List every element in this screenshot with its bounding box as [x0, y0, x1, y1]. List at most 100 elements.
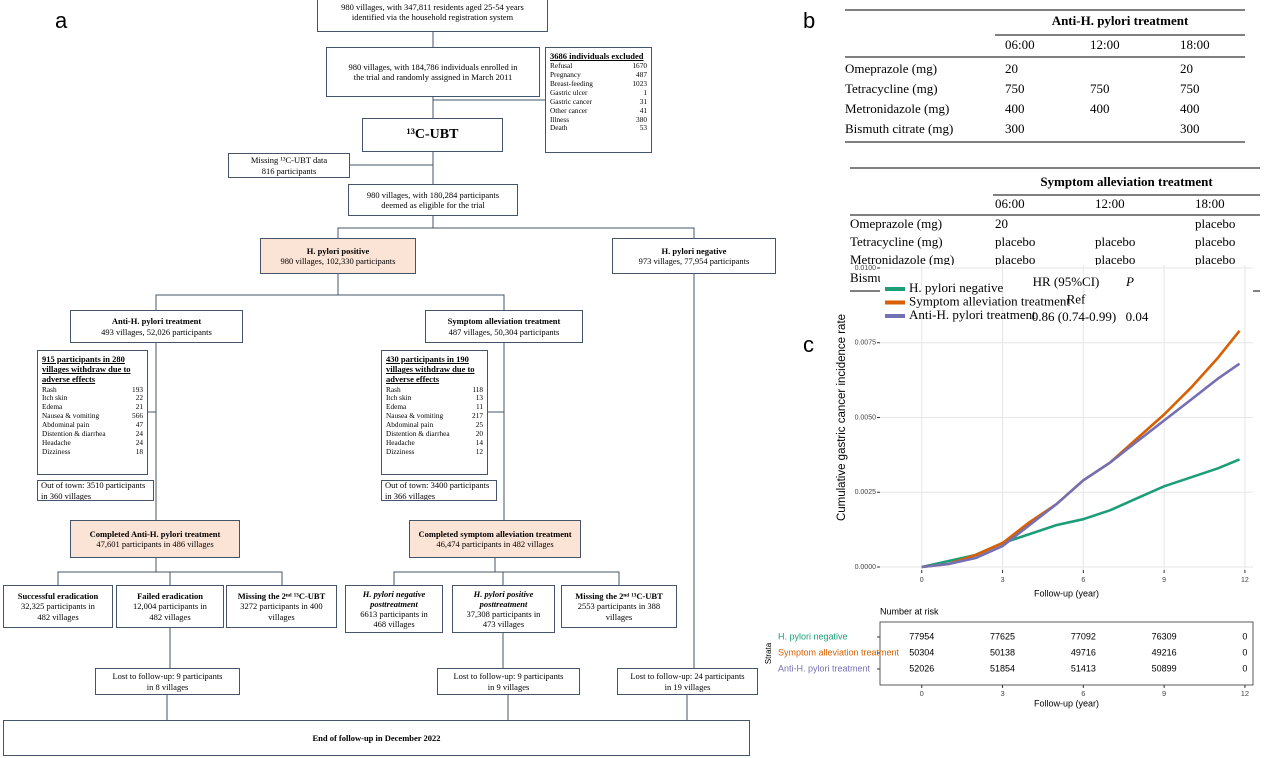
- table-header: Anti-H. pylori treatment: [1052, 13, 1189, 28]
- y-tick-label: 0.0000: [855, 564, 877, 571]
- table-cell: 750: [1005, 81, 1025, 96]
- annotation: P: [1125, 274, 1134, 289]
- flow-box: Completed Anti-H. pylori treatment 47,601…: [70, 520, 240, 558]
- flow-box: Successful eradication 32,325 participant…: [3, 585, 113, 628]
- flow-box: H. pylori negative 973 villages, 77,954 p…: [612, 238, 776, 274]
- list-row: Dizziness 12: [386, 447, 483, 457]
- table-cell: placebo: [1095, 234, 1135, 249]
- table-cell: 750: [1090, 81, 1110, 96]
- row-label: Tetracycline (mg): [850, 234, 943, 249]
- list-row: Abdominal pain 47: [42, 420, 143, 430]
- risk-title: Number at risk: [880, 606, 939, 616]
- legend-label: Anti-H. pylori treatment: [909, 307, 1036, 322]
- flow-box: Anti-H. pylori treatment 493 villages, 52…: [70, 310, 243, 343]
- box-text: Anti-H. pylori treatment: [111, 316, 202, 327]
- risk-count: 77092: [1071, 631, 1096, 641]
- risk-y-label: Strata: [764, 642, 773, 664]
- box-text: 473 villages: [482, 619, 525, 630]
- list-label: Dizziness: [42, 446, 71, 456]
- list-label: Illness: [550, 114, 570, 124]
- list-row: Headache 24: [42, 438, 143, 448]
- flow-box: Out of town: 3510 participants in 360 vil…: [37, 480, 154, 501]
- table-cell: placebo: [1195, 252, 1235, 267]
- list-title: 3686 individuals excluded: [550, 51, 644, 61]
- risk-count: 49716: [1071, 647, 1096, 657]
- list-value: 217: [472, 411, 483, 421]
- list-value: 20: [475, 429, 483, 439]
- list-label: Distention & diarrhea: [42, 429, 106, 439]
- box-text: 487 villages, 50,304 participants: [448, 326, 560, 337]
- flow-box: 980 villages, with 184,786 individuals e…: [326, 47, 540, 97]
- table-cell: 400: [1090, 101, 1110, 116]
- list-row: Headache 14: [386, 437, 483, 448]
- box-text: 482 villages: [149, 611, 191, 622]
- list-row: Distention & diarrhea 20: [386, 429, 483, 439]
- risk-x-label: Follow-up (year): [1034, 698, 1099, 708]
- x-axis-label: Follow-up (year): [1034, 588, 1099, 598]
- box-text: 47,601 participants in 486 villages: [96, 539, 214, 549]
- risk-frame: [879, 621, 1254, 686]
- box-text: 6613 participants in: [360, 609, 428, 619]
- box-text: 482 villages: [37, 611, 79, 622]
- y-tick-label: 0.0075: [855, 340, 877, 347]
- box-text: 980 villages, with 347,811 residents age…: [341, 1, 524, 12]
- list-value: 31: [639, 96, 647, 106]
- risk-count: 76309: [1152, 631, 1177, 641]
- row-label: Metronidazole (mg): [845, 101, 949, 116]
- x-tick-label: 6: [1081, 577, 1085, 584]
- connector: [393, 571, 620, 585]
- annotation: Ref: [1067, 291, 1086, 306]
- box-text: Successful eradication: [17, 591, 99, 602]
- risk-count: 51854: [990, 663, 1015, 673]
- flow-box: H. pylori negative posttreatment 6613 part…: [345, 585, 443, 633]
- box-text: 468 villages: [373, 619, 415, 630]
- box-text: villages: [605, 611, 633, 622]
- list-row: Dizziness 18: [42, 446, 143, 457]
- box-text: in 9 villages: [487, 681, 530, 692]
- list-row: Edema 11: [386, 402, 483, 412]
- y-tick-label: 0.0025: [855, 489, 877, 496]
- table-cell: 20: [1180, 61, 1193, 76]
- exclusion-box: 3686 individuals excluded Refusal 1670 Preg…: [545, 47, 652, 153]
- list-value: 11: [475, 402, 483, 412]
- risk-row-label: Symptom alleviation treatment: [778, 647, 900, 657]
- box-text: ¹³C-UBT: [406, 126, 459, 142]
- legend-label: H. pylori negative: [909, 280, 1003, 295]
- box-text: H. pylori positive: [306, 245, 370, 256]
- list-value: 193: [132, 384, 143, 394]
- list-row: Distention & diarrhea 24: [42, 429, 143, 439]
- flow-box: End of follow-up in December 2022: [3, 720, 750, 756]
- table-header: Symptom alleviation treatment: [1040, 174, 1213, 189]
- list-value: 21: [135, 402, 143, 412]
- flow-box: Out of town: 3400 participants in 366 vil…: [381, 480, 497, 501]
- box-text: Missing the 2ⁿᵈ ¹³C-UBT: [237, 591, 326, 602]
- list-row: Other cancer 41: [550, 105, 647, 116]
- box-text: 493 villages, 52,026 participants: [101, 326, 212, 337]
- box-text: in 366 villages: [385, 490, 436, 501]
- risk-count: 50304: [909, 647, 934, 657]
- list-title: 915 participants in 280 villages withdra…: [42, 354, 131, 385]
- list-row: Abdominal pain 25: [386, 420, 483, 430]
- panel-label: b: [803, 8, 815, 33]
- box-text: Lost to follow-up: 24 participants: [630, 671, 745, 682]
- list-label: Other cancer: [550, 105, 588, 115]
- list-value: 487: [636, 70, 647, 80]
- box-text: 46,474 participants in 482 villages: [436, 539, 554, 549]
- risk-count: 77625: [990, 631, 1015, 641]
- legend-label: Symptom alleviation treatment: [909, 293, 1070, 308]
- column-header: 12:00: [1095, 196, 1125, 211]
- column-header: 12:00: [1090, 37, 1120, 52]
- risk-count: 77954: [909, 631, 934, 641]
- list-label: Headache: [386, 437, 415, 447]
- table-cell: 400: [1005, 101, 1025, 116]
- x-tick-label: 9: [1162, 577, 1166, 584]
- table-cell: 300: [1005, 121, 1025, 136]
- box-text: 973 villages, 77,954 participants: [638, 256, 750, 266]
- list-value: 1023: [632, 78, 647, 88]
- risk-x-tick-label: 9: [1162, 689, 1166, 698]
- risk-x-tick-label: 3: [1000, 689, 1004, 698]
- list-value: 47: [135, 420, 143, 430]
- list-value: 1: [643, 87, 647, 97]
- list-value: 14: [475, 437, 483, 447]
